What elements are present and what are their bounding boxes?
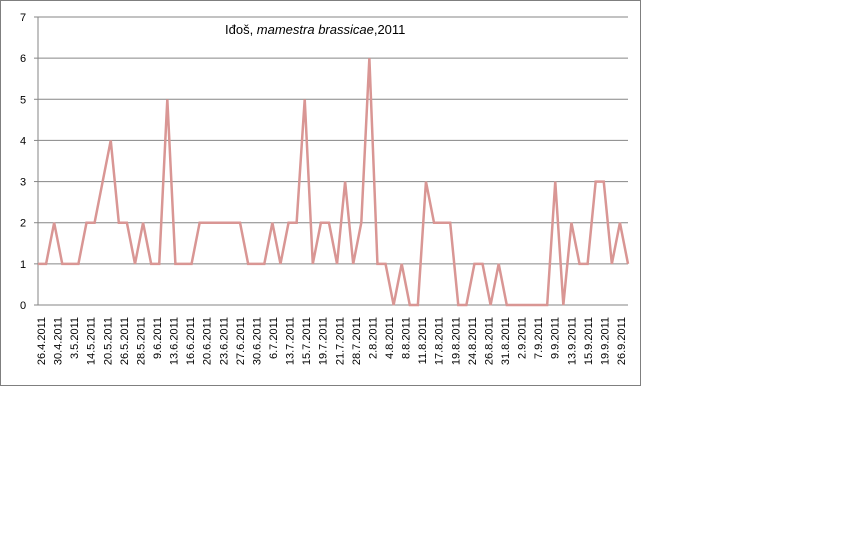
x-tick-label: 16.6.2011 — [185, 317, 197, 365]
x-tick-label: 24.8.2011 — [467, 317, 479, 365]
y-tick-labels: 0 1 2 3 4 5 6 7 — [20, 12, 26, 312]
x-tick-label: 3.5.2011 — [69, 317, 81, 359]
chart-title-species: mamestra brassicae — [257, 22, 374, 37]
chart-frame: 0 1 2 3 4 5 6 7 26.4.2011 30.4.2011 3.5.2011 14.5.… — [0, 0, 641, 386]
chart-title-prefix: Iđoš, — [225, 22, 257, 37]
x-tick-label: 19.7.2011 — [318, 317, 330, 365]
x-tick-label: 15.7.2011 — [301, 317, 313, 365]
x-tick-label: 30.4.2011 — [53, 317, 65, 365]
x-tick-label: 13.7.2011 — [285, 317, 297, 365]
x-tick-labels: 26.4.2011 30.4.2011 3.5.2011 14.5.2011 20.5.… — [36, 317, 628, 365]
x-tick-label: 2.9.2011 — [517, 317, 529, 359]
x-tick-label: 28.5.2011 — [135, 317, 147, 365]
y-tick-label: 6 — [20, 53, 26, 65]
x-tick-label: 15.9.2011 — [583, 317, 595, 365]
x-tick-label: 11.8.2011 — [417, 317, 429, 364]
x-tick-label: 21.7.2011 — [334, 317, 346, 365]
series-layer — [38, 58, 630, 307]
x-tick-label: 9.6.2011 — [152, 317, 164, 359]
x-tick-label: 26.9.2011 — [616, 317, 628, 365]
x-tick-label: 7.9.2011 — [533, 317, 545, 359]
x-tick-label: 26.5.2011 — [119, 317, 131, 365]
x-tick-label: 30.6.2011 — [251, 317, 263, 365]
y-tick-label: 0 — [20, 300, 26, 312]
x-tick-label: 2.8.2011 — [367, 317, 379, 359]
x-tick-label: 26.8.2011 — [483, 317, 495, 365]
y-tick-label: 3 — [20, 177, 26, 189]
x-tick-label: 9.9.2011 — [550, 317, 562, 359]
x-tick-label: 19.9.2011 — [599, 317, 611, 365]
x-tick-label: 13.6.2011 — [169, 317, 181, 365]
y-tick-label: 4 — [20, 135, 26, 147]
x-tick-label: 28.7.2011 — [351, 317, 363, 365]
grid-lines — [38, 16, 628, 265]
x-tick-label: 6.7.2011 — [268, 317, 280, 359]
x-tick-label: 17.8.2011 — [434, 317, 446, 365]
line-chart: 0 1 2 3 4 5 6 7 26.4.2011 30.4.2011 3.5.2011 14.5.… — [20, 12, 630, 365]
series-line — [38, 58, 630, 307]
x-tick-label: 8.8.2011 — [401, 317, 413, 359]
chart-title-suffix: ,2011 — [374, 22, 406, 37]
x-tick-label: 20.6.2011 — [202, 317, 214, 365]
x-tick-label: 13.9.2011 — [566, 317, 578, 365]
y-tick-label: 2 — [20, 218, 26, 230]
chart-title: Iđoš, mamestra brassicae,2011 — [225, 22, 405, 37]
x-tick-label: 27.6.2011 — [235, 317, 247, 365]
axes — [34, 16, 628, 306]
x-tick-label: 20.5.2011 — [102, 317, 114, 365]
x-tick-label: 23.6.2011 — [218, 317, 230, 365]
x-tick-label: 26.4.2011 — [36, 317, 48, 365]
x-tick-label: 4.8.2011 — [384, 317, 396, 359]
x-tick-label: 14.5.2011 — [86, 317, 98, 365]
x-tick-label: 19.8.2011 — [450, 317, 462, 365]
y-tick-label: 1 — [20, 259, 26, 271]
y-tick-label: 7 — [20, 12, 26, 24]
x-tick-label: 31.8.2011 — [500, 317, 512, 365]
y-tick-label: 5 — [20, 94, 26, 106]
